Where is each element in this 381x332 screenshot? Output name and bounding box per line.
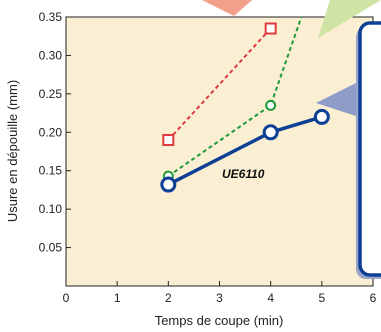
data-point <box>262 124 279 141</box>
y-tick-label: 0.35 <box>39 10 63 24</box>
x-tick-label: 2 <box>165 291 172 305</box>
series-2 <box>162 22 277 146</box>
y-tick-label: 0.15 <box>39 164 63 178</box>
callout-box <box>358 21 381 277</box>
series-label-ue6110: UE6110 <box>222 167 265 181</box>
y-tick-label: 0.10 <box>39 202 63 216</box>
data-point <box>264 22 277 35</box>
green-callout-pointer <box>318 0 381 38</box>
x-tick-label: 4 <box>267 291 274 305</box>
series-0 <box>160 108 330 193</box>
y-tick-label: 0.05 <box>39 241 63 255</box>
x-tick-label: 1 <box>114 291 121 305</box>
y-tick-label: 0.25 <box>39 87 63 101</box>
series-line <box>167 27 272 141</box>
y-axis-title: Usure en dépouille (mm) <box>5 80 20 222</box>
x-tick-label: 3 <box>216 291 223 305</box>
x-axis-title: Temps de coupe (min) <box>155 313 284 328</box>
callout-pointer <box>316 80 362 118</box>
x-tick-label: 5 <box>318 291 325 305</box>
x-tick-label: 6 <box>370 291 377 305</box>
y-tick-label: 0.30 <box>39 48 63 62</box>
data-point <box>160 176 177 193</box>
series-callout <box>316 21 381 279</box>
data-point <box>162 133 175 146</box>
y-tick-label: 0.20 <box>39 125 63 139</box>
x-tick-label: 0 <box>63 291 70 305</box>
data-point <box>265 99 277 111</box>
red-callout-pointer <box>202 0 252 16</box>
plot-area <box>65 16 374 287</box>
data-point <box>313 108 330 125</box>
